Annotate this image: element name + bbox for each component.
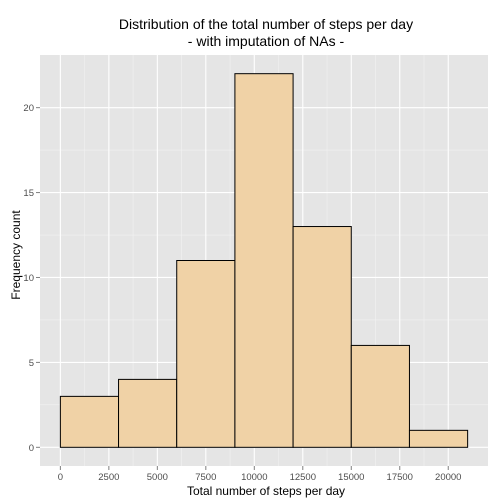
histogram-bar: [176, 260, 236, 448]
x-tick-label: 2500: [98, 472, 119, 483]
histogram-bar: [350, 344, 410, 448]
histogram-bars: [59, 73, 469, 448]
x-axis-title: Total number of steps per day: [187, 484, 345, 498]
histogram-bar: [408, 429, 469, 448]
y-tick-label: 20: [23, 103, 34, 114]
y-tick-label: 10: [23, 273, 34, 284]
x-tick-label: 7500: [195, 472, 216, 483]
x-axis: 0 2500 5000 7500 10000 12500 15000 17500 20000: [58, 466, 461, 483]
x-tick-label: 0: [58, 472, 63, 483]
histogram-bar: [234, 73, 294, 448]
y-axis-title: Frequency count: [9, 210, 23, 300]
x-tick-label: 5000: [147, 472, 168, 483]
histogram-bar: [118, 378, 178, 448]
x-tick-label: 20000: [435, 472, 461, 483]
x-tick-label: 17500: [387, 472, 413, 483]
chart-title: Distribution of the total number of step…: [119, 16, 413, 32]
y-axis: 0 5 10 15 20: [23, 103, 40, 454]
histogram-bar: [292, 226, 352, 448]
y-tick-label: 15: [23, 188, 34, 199]
x-tick-label: 15000: [338, 472, 364, 483]
y-tick-label: 5: [29, 358, 34, 369]
histogram-bar: [59, 395, 120, 448]
chart-subtitle: - with imputation of NAs -: [188, 33, 345, 49]
y-tick-label: 0: [29, 443, 34, 454]
x-tick-label: 10000: [241, 472, 267, 483]
x-tick-label: 12500: [290, 472, 316, 483]
